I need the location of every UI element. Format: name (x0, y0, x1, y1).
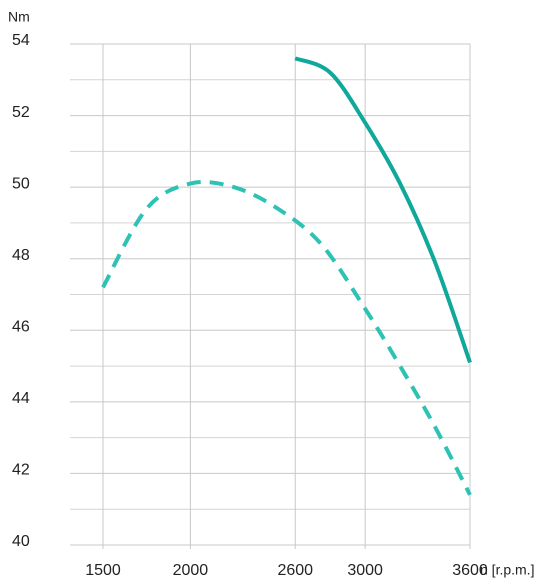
x-tick-label: 2600 (277, 562, 313, 579)
x-tick-label: 3600 (452, 562, 488, 579)
x-tick-label: 3000 (347, 562, 383, 579)
y-tick-label: 44 (12, 390, 30, 407)
y-tick-label: 40 (12, 533, 30, 550)
y-tick-label: 42 (12, 462, 30, 479)
x-axis-label: n [r.p.m.] (480, 562, 534, 578)
line-series (101, 180, 472, 496)
y-tick-label: 48 (12, 247, 30, 264)
y-tick-label: 54 (12, 32, 30, 49)
y-axis-label: Nm (8, 9, 30, 25)
y-tick-label: 46 (12, 319, 30, 336)
x-tick-label: 2000 (173, 562, 209, 579)
line-series (294, 56, 472, 364)
y-tick-label: 50 (12, 175, 30, 192)
y-tick-label: 52 (12, 104, 30, 121)
x-tick-label: 1500 (85, 562, 121, 579)
